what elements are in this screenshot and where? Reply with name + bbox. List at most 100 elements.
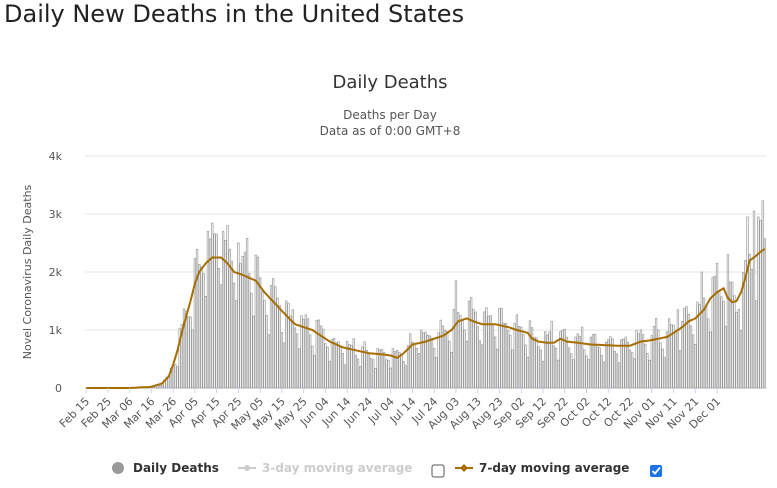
bar-daily-deaths bbox=[454, 280, 458, 389]
bar-daily-deaths bbox=[276, 297, 279, 389]
bar-daily-deaths bbox=[696, 301, 699, 389]
legend-3day-average[interactable]: 3-day moving average bbox=[238, 461, 412, 475]
bar-daily-deaths bbox=[380, 349, 384, 389]
bar-daily-deaths bbox=[515, 314, 519, 389]
bar-daily-deaths bbox=[546, 334, 549, 389]
bar-daily-deaths bbox=[339, 345, 342, 389]
bar-daily-deaths bbox=[385, 359, 388, 389]
chart-data-date: Data as of 0:00 GMT+8 bbox=[320, 124, 461, 138]
bar-daily-deaths bbox=[376, 348, 379, 389]
bar-daily-deaths bbox=[400, 355, 403, 389]
bar-daily-deaths bbox=[267, 334, 270, 389]
bar-daily-deaths bbox=[594, 333, 597, 389]
bar-daily-deaths bbox=[720, 296, 723, 389]
bar-daily-deaths bbox=[654, 318, 658, 389]
bar-daily-deaths bbox=[742, 272, 745, 389]
bar-daily-deaths bbox=[309, 334, 312, 389]
bar-daily-deaths bbox=[452, 309, 455, 389]
bar-daily-deaths bbox=[200, 266, 203, 389]
bar-daily-deaths bbox=[493, 336, 497, 389]
bar-daily-deaths bbox=[665, 331, 669, 389]
bar-daily-deaths bbox=[530, 327, 534, 389]
bar-daily-deaths bbox=[596, 344, 599, 389]
bar-daily-deaths bbox=[602, 361, 606, 389]
bar-daily-deaths bbox=[681, 321, 684, 389]
bar-daily-deaths bbox=[600, 355, 603, 389]
bar-daily-deaths bbox=[485, 307, 488, 389]
bar-daily-deaths bbox=[406, 345, 410, 389]
bar-daily-deaths bbox=[411, 341, 414, 389]
bar-daily-deaths bbox=[226, 225, 229, 389]
bar-daily-deaths bbox=[228, 248, 231, 389]
bar-daily-deaths bbox=[335, 342, 338, 389]
bar-daily-deaths bbox=[763, 238, 767, 389]
bar-daily-deaths bbox=[417, 353, 421, 389]
bar-daily-deaths bbox=[713, 275, 717, 389]
bar-daily-deaths bbox=[570, 353, 573, 389]
bar-daily-deaths bbox=[761, 200, 764, 389]
bar-daily-deaths bbox=[252, 315, 255, 389]
legend-daily-deaths-marker bbox=[112, 462, 124, 474]
bar-daily-deaths bbox=[661, 348, 664, 389]
ma3-checkbox[interactable] bbox=[431, 464, 445, 478]
bar-daily-deaths bbox=[230, 260, 233, 389]
bar-daily-deaths bbox=[728, 281, 732, 389]
bar-daily-deaths bbox=[428, 335, 431, 389]
bar-daily-deaths bbox=[295, 333, 299, 389]
bar-daily-deaths bbox=[607, 339, 610, 389]
page-title: Daily New Deaths in the United States bbox=[4, 0, 465, 28]
bar-daily-deaths bbox=[424, 331, 427, 389]
bar-daily-deaths bbox=[707, 318, 710, 389]
bar-daily-deaths bbox=[470, 297, 473, 389]
bar-daily-deaths bbox=[668, 318, 671, 389]
bar-daily-deaths bbox=[363, 341, 366, 389]
bar-daily-deaths bbox=[191, 329, 194, 389]
bar-daily-deaths bbox=[219, 284, 223, 389]
bar-daily-deaths bbox=[687, 314, 690, 389]
bar-daily-deaths bbox=[278, 305, 281, 389]
bar-daily-deaths bbox=[731, 281, 734, 389]
bar-daily-deaths bbox=[161, 384, 164, 389]
bar-daily-deaths bbox=[620, 339, 623, 389]
bar-daily-deaths bbox=[441, 325, 445, 389]
legend-3day-label: 3-day moving average bbox=[262, 461, 412, 475]
bar-daily-deaths bbox=[211, 222, 214, 389]
bar-daily-deaths bbox=[641, 334, 645, 389]
bar-daily-deaths bbox=[552, 345, 556, 389]
check-icon bbox=[651, 466, 661, 475]
bar-daily-deaths bbox=[613, 351, 616, 389]
bar-daily-deaths bbox=[269, 285, 273, 389]
bar-daily-deaths bbox=[361, 346, 364, 389]
bar-daily-deaths bbox=[446, 331, 449, 389]
bar-daily-deaths bbox=[689, 325, 693, 389]
legend-daily-deaths[interactable]: Daily Deaths bbox=[112, 461, 219, 475]
bar-daily-deaths bbox=[511, 349, 514, 389]
bar-daily-deaths bbox=[298, 348, 301, 389]
ma7-checkbox[interactable] bbox=[650, 465, 662, 477]
bar-daily-deaths bbox=[304, 314, 307, 389]
bar-daily-deaths bbox=[293, 327, 297, 389]
bar-daily-deaths bbox=[235, 300, 238, 389]
bar-daily-deaths bbox=[755, 300, 758, 389]
bar-daily-deaths bbox=[369, 358, 373, 389]
bar-daily-deaths bbox=[387, 360, 390, 389]
chart-subtitle: Deaths per Day bbox=[343, 108, 437, 122]
bar-daily-deaths bbox=[685, 306, 688, 389]
seven-day-average-line bbox=[86, 247, 766, 389]
bar-daily-deaths bbox=[576, 333, 579, 389]
bar-daily-deaths bbox=[500, 308, 503, 389]
legend-7day-average[interactable]: 7-day moving average bbox=[455, 461, 629, 475]
daily-deaths-bars bbox=[132, 200, 767, 389]
bar-daily-deaths bbox=[198, 263, 201, 389]
bar-daily-deaths bbox=[463, 329, 466, 389]
bar-daily-deaths bbox=[565, 336, 569, 389]
bar-daily-deaths bbox=[467, 300, 471, 389]
bar-daily-deaths bbox=[354, 354, 358, 389]
bar-daily-deaths bbox=[691, 334, 695, 389]
bar-daily-deaths bbox=[676, 309, 680, 389]
bar-daily-deaths bbox=[265, 315, 268, 389]
bar-daily-deaths bbox=[487, 315, 490, 389]
bar-daily-deaths bbox=[372, 359, 375, 389]
bar-daily-deaths bbox=[563, 328, 566, 389]
bar-daily-deaths bbox=[483, 311, 486, 389]
